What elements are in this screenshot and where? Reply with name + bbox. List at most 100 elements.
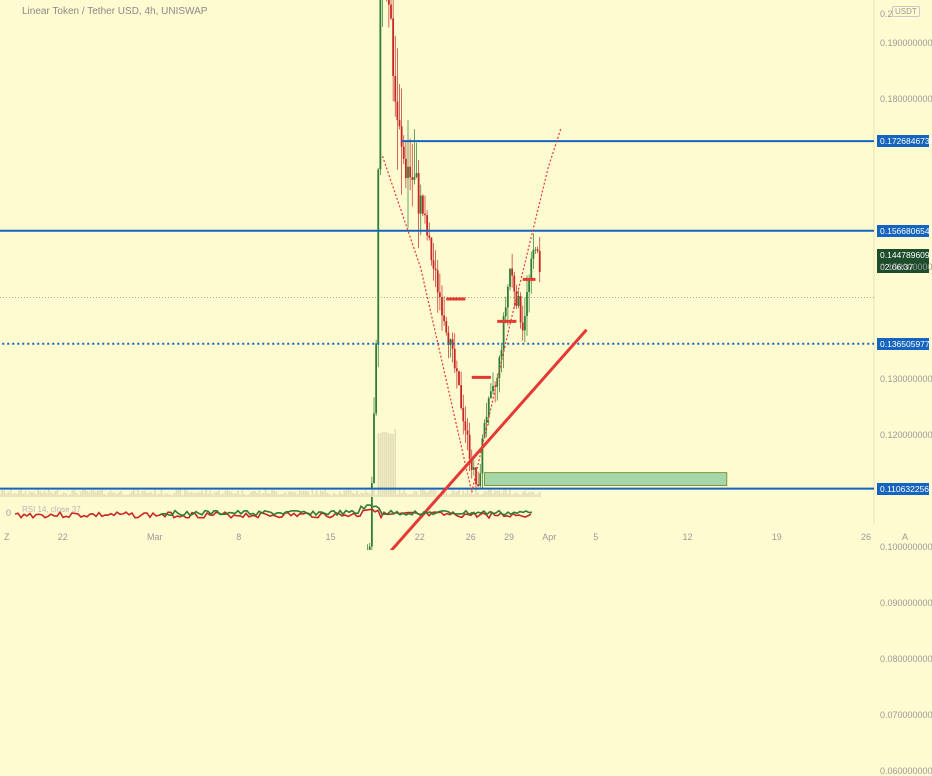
volume-bar	[90, 490, 92, 497]
auto-scale-icon[interactable]: A	[902, 532, 908, 542]
candle-body	[464, 421, 466, 430]
volume-bar	[524, 490, 526, 497]
volume-bar	[509, 490, 511, 497]
projection-curve	[383, 128, 562, 492]
chart-title: Linear Token / Tether USD, 4h, UNISWAP	[22, 6, 207, 17]
volume-bar	[473, 494, 475, 497]
volume-bar	[299, 490, 301, 497]
volume-bar	[284, 492, 286, 497]
volume-bar	[305, 491, 307, 497]
volume-bar	[464, 493, 466, 497]
candle-body	[407, 167, 409, 178]
volume-bar	[158, 494, 160, 497]
volume-bar	[396, 494, 398, 497]
volume-bar	[418, 494, 420, 497]
volume-bar	[326, 493, 328, 497]
volume-bar	[492, 494, 494, 497]
x-tick-label: 5	[593, 532, 598, 542]
volume-bar	[265, 489, 267, 497]
volume-bar	[10, 489, 12, 497]
candle-body	[373, 413, 375, 483]
candle-body	[379, 0, 381, 169]
candle-body	[369, 546, 371, 549]
volume-bar	[450, 494, 452, 497]
volume-bar	[31, 492, 33, 497]
y-tick-label: 0.1000000000	[880, 542, 932, 552]
volume-bar	[367, 492, 369, 497]
y-tick-label: 0.1800000000	[880, 94, 932, 104]
volume-bar	[86, 491, 88, 497]
volume-bar	[192, 493, 194, 497]
candle-body	[528, 279, 530, 292]
y-tick-label: 0.1500000000	[880, 262, 932, 272]
price-level-badge: 0.1726846738	[877, 135, 929, 147]
candle-body	[458, 371, 460, 385]
volume-bar	[373, 490, 375, 497]
volume-bar	[27, 494, 29, 497]
volume-bar	[80, 491, 82, 497]
price-level-badge: 0.1566806547	[877, 225, 929, 237]
volume-bar	[394, 429, 396, 497]
volume-bar	[392, 434, 394, 497]
volume-bar	[503, 490, 505, 497]
candle-body	[454, 349, 456, 369]
volume-bar	[331, 495, 333, 497]
candle-body	[401, 126, 403, 146]
candle-body	[388, 0, 390, 5]
volume-bar	[226, 490, 228, 497]
volume-bar	[258, 490, 260, 497]
volume-bar	[148, 493, 150, 497]
price-chart[interactable]	[0, 0, 932, 550]
volume-bar	[526, 494, 528, 497]
volume-bar	[14, 493, 16, 497]
currency-button[interactable]: USDT	[892, 6, 920, 17]
x-tick-label: 22	[58, 532, 68, 542]
volume-bar	[139, 494, 141, 497]
volume-bar	[182, 495, 184, 497]
volume-bar	[42, 493, 44, 497]
volume-bar	[169, 494, 171, 497]
volume-bar	[69, 494, 71, 497]
volume-bar	[48, 489, 50, 497]
volume-bar	[231, 492, 233, 497]
candle-body	[375, 343, 377, 413]
volume-bar	[539, 492, 541, 497]
volume-bar	[16, 494, 18, 497]
chart-stage[interactable]: Linear Token / Tether USD, 4h, UNISWAP U…	[0, 0, 932, 550]
volume-bar	[105, 495, 107, 497]
volume-bar	[135, 494, 137, 497]
volume-bar	[390, 434, 392, 497]
volume-bar	[382, 432, 384, 497]
candle-body	[520, 296, 522, 322]
volume-bar	[84, 490, 86, 497]
volume-bar	[137, 489, 139, 497]
volume-bar	[501, 493, 503, 497]
volume-bar	[63, 492, 65, 497]
volume-bar	[67, 495, 69, 497]
volume-bar	[5, 494, 7, 497]
volume-bar	[93, 490, 95, 497]
volume-bar	[107, 493, 109, 497]
volume-bar	[535, 495, 537, 497]
volume-bar	[416, 491, 418, 497]
volume-bar	[405, 493, 407, 497]
volume-bar	[356, 491, 358, 497]
volume-bar	[522, 492, 524, 497]
indicator-line-green	[160, 505, 532, 515]
volume-bar	[76, 493, 78, 497]
volume-bar	[131, 491, 133, 497]
volume-bar	[8, 492, 10, 497]
candle-body	[505, 307, 507, 316]
volume-bar	[286, 494, 288, 497]
volume-bar	[345, 491, 347, 497]
volume-bar	[403, 490, 405, 497]
volume-bar	[488, 490, 490, 497]
volume-bar	[127, 495, 129, 497]
volume-bar	[25, 491, 27, 497]
volume-bar	[477, 492, 479, 497]
volume-bar	[379, 433, 381, 497]
volume-bar	[333, 493, 335, 497]
zoom-icon[interactable]: Z	[4, 532, 10, 542]
volume-bar	[118, 492, 120, 497]
candle-body	[492, 386, 494, 391]
